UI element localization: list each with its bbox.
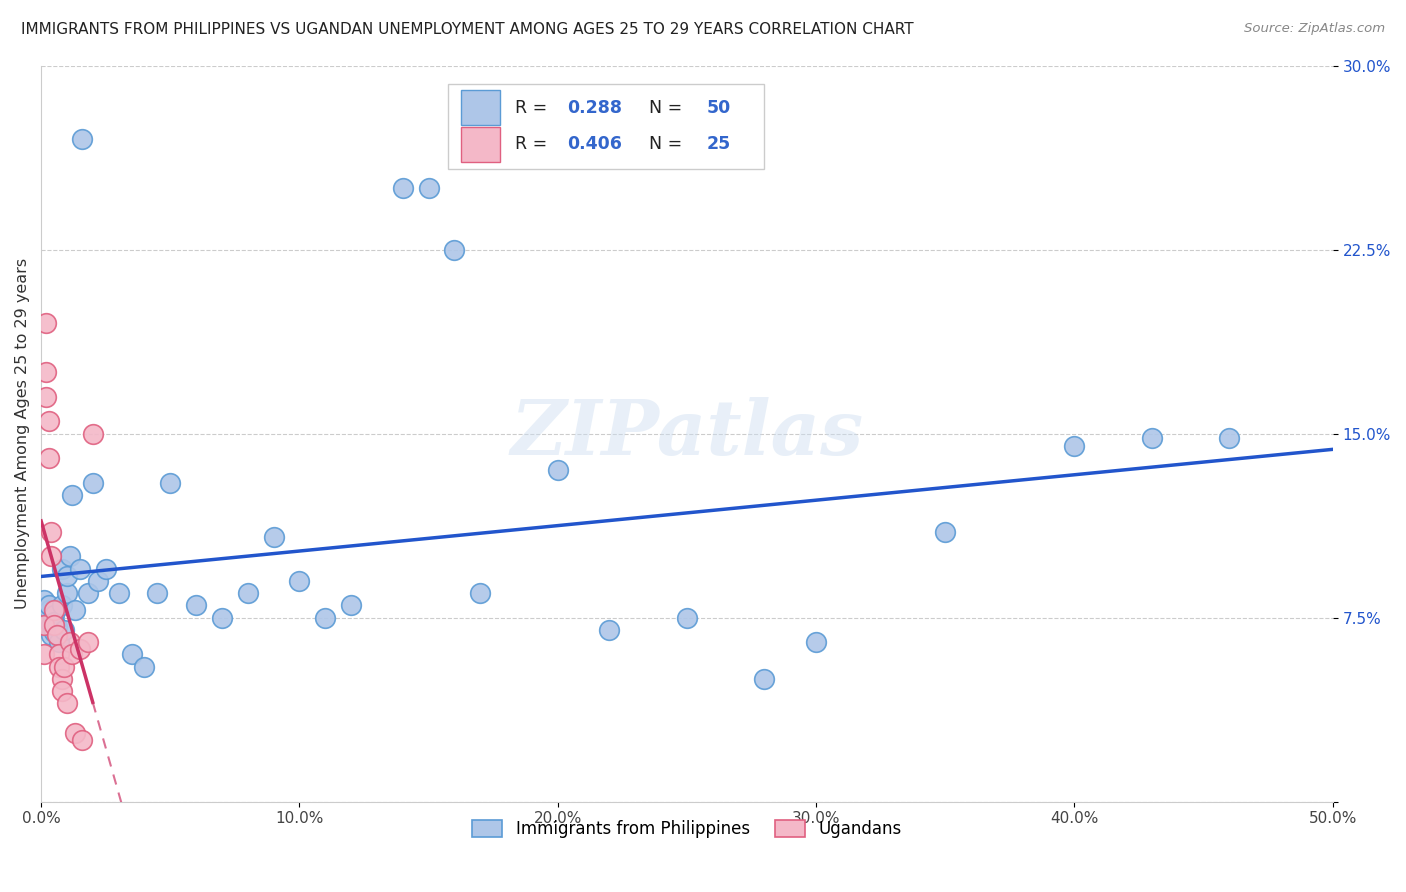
Point xyxy=(48,659,70,673)
Point xyxy=(107,586,129,600)
Point xyxy=(56,569,79,583)
Point xyxy=(45,620,67,634)
Point xyxy=(48,635,70,649)
Text: R =: R = xyxy=(515,98,553,117)
Point xyxy=(38,414,60,428)
Point xyxy=(598,623,620,637)
Text: IMMIGRANTS FROM PHILIPPINES VS UGANDAN UNEMPLOYMENT AMONG AGES 25 TO 29 YEARS CO: IMMIGRANTS FROM PHILIPPINES VS UGANDAN U… xyxy=(21,22,914,37)
Point xyxy=(69,561,91,575)
Point xyxy=(63,603,86,617)
Point xyxy=(470,586,492,600)
Legend: Immigrants from Philippines, Ugandans: Immigrants from Philippines, Ugandans xyxy=(465,814,908,845)
Point xyxy=(676,610,699,624)
Point xyxy=(51,599,73,613)
Point xyxy=(42,625,65,640)
Text: N =: N = xyxy=(638,98,688,117)
Bar xyxy=(461,127,499,162)
Point xyxy=(45,628,67,642)
Point xyxy=(35,390,58,404)
Point xyxy=(754,672,776,686)
Text: 25: 25 xyxy=(706,136,731,153)
Point xyxy=(263,530,285,544)
Point xyxy=(58,635,80,649)
Point xyxy=(35,316,58,330)
Point xyxy=(58,549,80,564)
Point xyxy=(41,549,63,564)
Point xyxy=(82,426,104,441)
Point xyxy=(418,181,440,195)
Point xyxy=(51,561,73,575)
Point xyxy=(1063,439,1085,453)
Point xyxy=(51,684,73,698)
Point xyxy=(53,623,76,637)
FancyBboxPatch shape xyxy=(449,84,765,169)
Point xyxy=(1140,432,1163,446)
Point xyxy=(184,599,207,613)
Point xyxy=(934,524,956,539)
Point xyxy=(42,603,65,617)
Text: R =: R = xyxy=(515,136,553,153)
Point xyxy=(56,586,79,600)
Point xyxy=(60,488,83,502)
Point xyxy=(41,628,63,642)
Point xyxy=(804,635,827,649)
Point xyxy=(72,733,94,747)
Text: N =: N = xyxy=(638,136,688,153)
Point xyxy=(391,181,413,195)
Text: ZIPatlas: ZIPatlas xyxy=(510,397,863,471)
Point xyxy=(32,648,55,662)
Point xyxy=(41,618,63,632)
Point xyxy=(134,659,156,673)
Point xyxy=(69,642,91,657)
Point xyxy=(82,475,104,490)
Point xyxy=(63,726,86,740)
Point xyxy=(42,618,65,632)
Point xyxy=(48,648,70,662)
Point xyxy=(76,586,98,600)
Point xyxy=(51,672,73,686)
Point xyxy=(60,648,83,662)
Point xyxy=(288,574,311,588)
Point xyxy=(547,463,569,477)
Point xyxy=(32,618,55,632)
Text: 0.406: 0.406 xyxy=(567,136,621,153)
Point xyxy=(32,593,55,607)
Point xyxy=(340,599,363,613)
Point xyxy=(72,132,94,146)
Point xyxy=(211,610,233,624)
Y-axis label: Unemployment Among Ages 25 to 29 years: Unemployment Among Ages 25 to 29 years xyxy=(15,258,30,609)
Text: Source: ZipAtlas.com: Source: ZipAtlas.com xyxy=(1244,22,1385,36)
Point xyxy=(76,635,98,649)
Text: 0.288: 0.288 xyxy=(567,98,621,117)
Point xyxy=(236,586,259,600)
Point xyxy=(38,451,60,466)
Point xyxy=(159,475,181,490)
Point xyxy=(42,615,65,630)
Point xyxy=(1218,432,1240,446)
Point xyxy=(146,586,169,600)
Point xyxy=(56,697,79,711)
Point xyxy=(314,610,336,624)
Text: 50: 50 xyxy=(706,98,731,117)
Point xyxy=(94,561,117,575)
Point xyxy=(121,648,143,662)
Point xyxy=(41,524,63,539)
Point xyxy=(443,243,465,257)
Point xyxy=(35,610,58,624)
Point xyxy=(38,599,60,613)
Point xyxy=(53,659,76,673)
Point xyxy=(42,608,65,623)
Point xyxy=(87,574,110,588)
Point xyxy=(35,365,58,379)
Bar xyxy=(461,90,499,125)
Point xyxy=(38,603,60,617)
